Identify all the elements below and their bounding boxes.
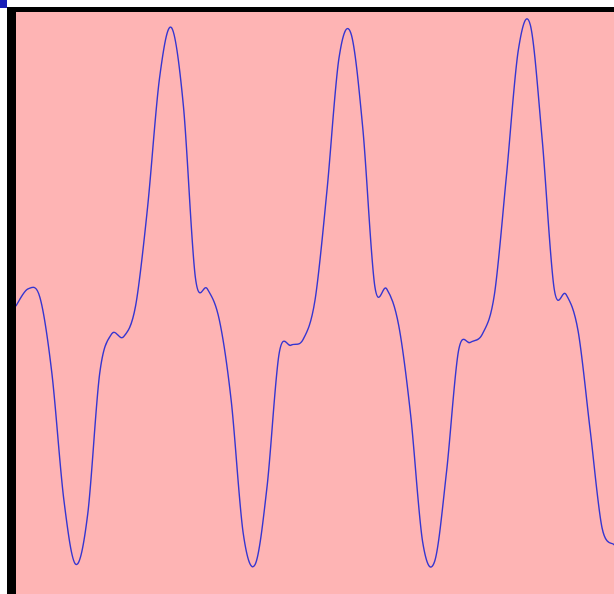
waveform-chart xyxy=(16,12,614,594)
plot-frame xyxy=(7,7,614,594)
plot-area xyxy=(16,12,614,594)
waveform-trace xyxy=(16,19,614,567)
corner-marker xyxy=(0,0,7,8)
